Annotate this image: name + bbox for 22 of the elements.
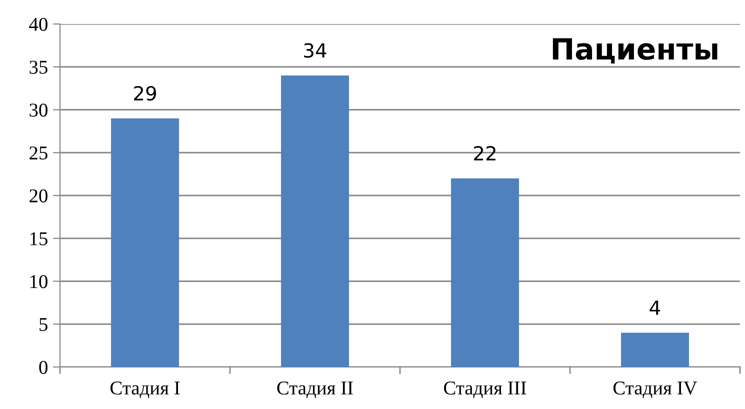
data-label: 29	[134, 86, 156, 101]
chart-title: Пациенты	[552, 38, 718, 64]
bar	[281, 75, 349, 367]
data-label: 4	[650, 300, 660, 315]
x-tick-label: Стадия II	[277, 382, 353, 398]
y-tick-label: 10	[30, 275, 48, 288]
bar	[621, 332, 689, 367]
y-tick-label: 35	[30, 60, 48, 74]
y-tick-label: 20	[30, 189, 48, 202]
data-label: 22	[474, 146, 496, 160]
y-tick-label: 5	[40, 318, 48, 332]
y-tick-label: 25	[30, 146, 48, 160]
bar	[111, 118, 179, 367]
data-label: 34	[304, 43, 326, 58]
x-tick-label: Стадия IV	[613, 382, 698, 398]
y-tick-label: 15	[30, 232, 48, 246]
x-tick-label: Стадия I	[110, 382, 180, 398]
y-tick-label: 30	[30, 104, 48, 117]
x-tick-label: Стадия III	[444, 382, 526, 398]
y-tick-label: 40	[29, 18, 48, 31]
bar	[451, 178, 519, 367]
y-tick-label: 0	[39, 360, 48, 374]
